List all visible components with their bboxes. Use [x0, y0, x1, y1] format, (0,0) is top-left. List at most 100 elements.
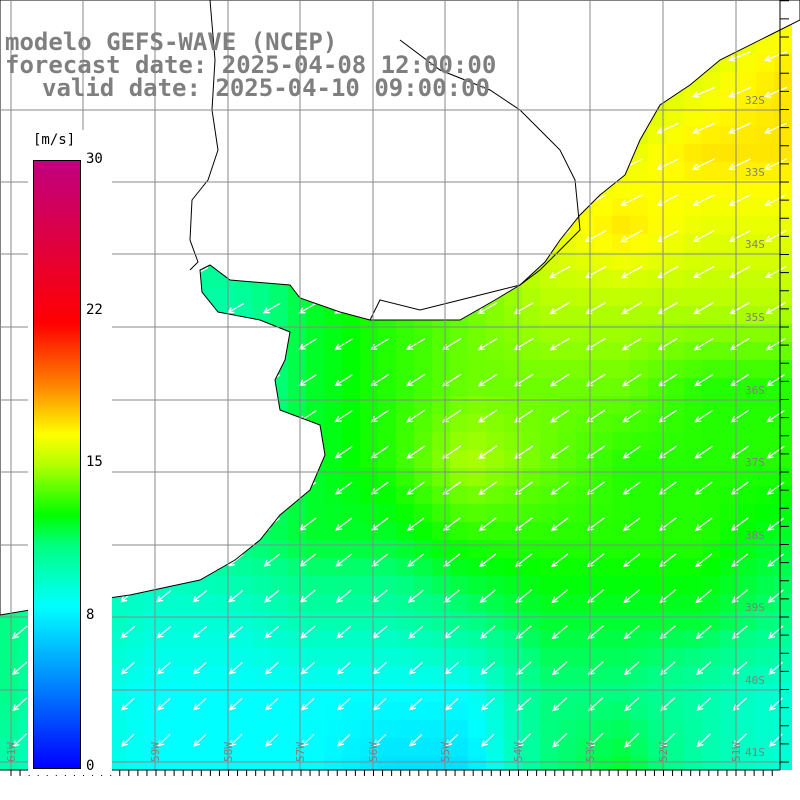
wind-cell — [738, 90, 756, 108]
wind-cell — [774, 144, 792, 162]
wind-cell — [630, 432, 648, 450]
wind-cell — [198, 720, 216, 738]
wind-cell — [162, 648, 180, 666]
wind-cell — [612, 306, 630, 324]
wind-cell — [450, 504, 468, 522]
wind-cell — [756, 414, 774, 432]
wind-cell — [594, 450, 612, 468]
wind-cell — [540, 324, 558, 342]
wind-cell — [630, 216, 648, 234]
wind-cell — [414, 684, 432, 702]
wind-cell — [630, 324, 648, 342]
wind-cell — [144, 738, 162, 756]
wind-cell — [504, 468, 522, 486]
wind-cell — [720, 126, 738, 144]
wind-arrow — [479, 553, 497, 568]
wind-cell — [432, 576, 450, 594]
wind-cell — [738, 756, 756, 770]
wind-cell — [144, 648, 162, 666]
wind-cell — [216, 738, 234, 756]
wind-cell — [720, 558, 738, 576]
lat-label: 36S — [745, 384, 765, 397]
wind-cell — [720, 432, 738, 450]
wind-cell — [630, 342, 648, 360]
wind-cell — [234, 702, 252, 720]
wind-cell — [252, 666, 270, 684]
wind-cell — [414, 738, 432, 756]
wind-cell — [648, 216, 666, 234]
wind-cell — [774, 270, 792, 288]
wind-cell — [648, 720, 666, 738]
wind-cell — [144, 720, 162, 738]
wind-cell — [774, 180, 792, 198]
wind-arrow — [551, 553, 569, 568]
wind-cell — [738, 216, 756, 234]
wind-cell — [396, 684, 414, 702]
wind-cell — [234, 648, 252, 666]
wind-arrow — [694, 409, 713, 423]
wind-cell — [396, 666, 414, 684]
wind-cell — [684, 324, 702, 342]
lon-label: 51W — [730, 742, 743, 762]
wind-arrow — [621, 301, 642, 315]
lat-label: 34S — [745, 238, 765, 251]
wind-cell — [576, 288, 594, 306]
wind-cell — [648, 144, 666, 162]
wind-cell — [666, 630, 684, 648]
wind-arrow — [373, 733, 387, 747]
wind-cell — [198, 630, 216, 648]
wind-cell — [504, 414, 522, 432]
wind-cell — [216, 702, 234, 720]
colorbar-tick: 15 — [86, 454, 103, 470]
wind-cell — [468, 648, 486, 666]
wind-cell — [558, 630, 576, 648]
wind-cell — [486, 630, 504, 648]
wind-cell — [324, 702, 342, 720]
wind-cell — [522, 450, 540, 468]
wind-arrow — [334, 481, 353, 495]
wind-cell — [342, 378, 360, 396]
wind-cell — [576, 234, 594, 252]
wind-cell — [774, 432, 792, 450]
wind-cell — [702, 756, 720, 770]
wind-cell — [594, 432, 612, 450]
wind-cell — [198, 612, 216, 630]
wind-cell — [612, 738, 630, 756]
wind-arrow — [444, 661, 459, 675]
wind-cell — [360, 684, 378, 702]
wind-cell — [684, 360, 702, 378]
wind-cell — [108, 702, 126, 720]
wind-arrow — [11, 625, 28, 639]
wind-cell — [666, 288, 684, 306]
wind-cell — [252, 684, 270, 702]
wind-cell — [270, 288, 288, 306]
wind-cell — [450, 702, 468, 720]
wind-cell — [378, 342, 396, 360]
wind-cell — [180, 666, 198, 684]
wind-arrow — [658, 481, 677, 495]
wind-cell — [288, 396, 306, 414]
wind-cell — [450, 432, 468, 450]
wind-cell — [126, 684, 144, 702]
wind-cell — [594, 342, 612, 360]
wind-cell — [306, 720, 324, 738]
wind-cell — [612, 666, 630, 684]
wind-cell — [702, 270, 720, 288]
wind-cell — [342, 522, 360, 540]
wind-cell — [468, 432, 486, 450]
wind-cell — [432, 378, 450, 396]
wind-cell — [666, 270, 684, 288]
wind-cell — [306, 558, 324, 576]
wind-cell — [396, 414, 414, 432]
wind-arrow — [477, 337, 498, 351]
wind-cell — [414, 486, 432, 504]
wind-cell — [486, 342, 504, 360]
wind-cell — [522, 486, 540, 504]
wind-cell — [360, 720, 378, 738]
wind-cell — [396, 522, 414, 540]
forecast-date: forecast date: 2025-04-08 12:00:00 — [5, 51, 497, 79]
wind-arrow — [228, 661, 243, 675]
wind-cell — [666, 252, 684, 270]
wind-arrow — [767, 553, 785, 567]
wind-cell — [216, 630, 234, 648]
